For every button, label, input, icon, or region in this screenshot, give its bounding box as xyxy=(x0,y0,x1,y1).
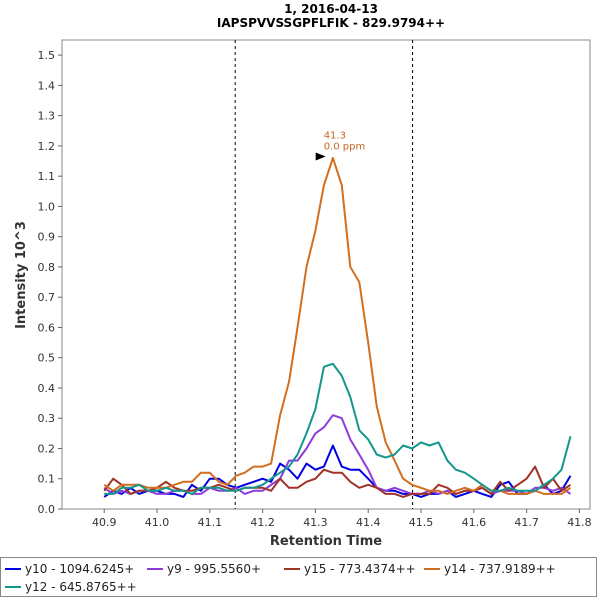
x-tick-label: 40.9 xyxy=(92,516,117,529)
legend-item: y15 - 773.4374++ xyxy=(284,562,416,576)
x-tick-label: 41.2 xyxy=(250,516,275,529)
y-tick-label: 0.5 xyxy=(38,352,56,365)
legend-item: y12 - 645.8765++ xyxy=(5,580,137,594)
y-tick-label: 0.2 xyxy=(38,442,56,455)
legend-label: y14 - 737.9189++ xyxy=(444,562,556,576)
y-tick-label: 0.8 xyxy=(38,261,56,274)
x-tick-label: 41.5 xyxy=(409,516,434,529)
legend-swatch xyxy=(147,568,163,570)
x-tick-label: 41.1 xyxy=(198,516,223,529)
y-tick-label: 0.6 xyxy=(38,321,56,334)
y-tick-label: 0.1 xyxy=(38,473,56,486)
plot-area xyxy=(61,39,591,510)
x-tick-label: 41.6 xyxy=(462,516,487,529)
y-tick-label: 1.2 xyxy=(38,140,56,153)
x-tick-label: 41.4 xyxy=(356,516,381,529)
y-tick-label: 0.3 xyxy=(38,412,56,425)
y-tick-label: 1.5 xyxy=(38,49,56,62)
y-tick-label: 1.3 xyxy=(38,110,56,123)
y-tick-label: 0.4 xyxy=(38,382,56,395)
y-axis-label: Intensity 10^3 xyxy=(14,221,29,329)
legend-item: y10 - 1094.6245+ xyxy=(5,562,134,576)
legend-label: y15 - 773.4374++ xyxy=(304,562,416,576)
legend-item: y9 - 995.5560+ xyxy=(147,562,261,576)
peak-marker-icon xyxy=(315,152,326,161)
legend-item: y14 - 737.9189++ xyxy=(424,562,556,576)
series-line xyxy=(103,444,572,498)
x-tick-label: 41.0 xyxy=(145,516,170,529)
chart-title: 1, 2016-04-13 xyxy=(284,2,378,16)
y-tick-label: 0.7 xyxy=(38,291,56,304)
x-tick-label: 41.8 xyxy=(567,516,592,529)
legend-label: y12 - 645.8765++ xyxy=(25,580,137,594)
chart-subtitle: IAPSPVVSSGPFLFIK - 829.9794++ xyxy=(217,16,445,30)
legend-label: y10 - 1094.6245+ xyxy=(25,562,135,576)
x-tick-label: 41.3 xyxy=(303,516,328,529)
x-tick-label: 41.7 xyxy=(514,516,539,529)
y-tick-label: 0.0 xyxy=(38,503,56,516)
legend-swatch xyxy=(424,568,440,570)
y-tick-label: 1.4 xyxy=(38,79,56,92)
peak-rt-label: 41.3 xyxy=(324,130,346,141)
y-tick-label: 1.0 xyxy=(38,200,56,213)
legend-swatch xyxy=(5,586,21,588)
x-axis-label: Retention Time xyxy=(270,534,382,549)
chart-legend: y10 - 1094.6245+ y9 - 995.5560+ y15 - 773.… xyxy=(0,557,597,597)
y-tick-label: 1.1 xyxy=(38,170,56,183)
y-tick-label: 0.9 xyxy=(38,231,56,244)
legend-swatch xyxy=(5,568,21,570)
legend-label: y9 - 995.5560+ xyxy=(167,562,262,576)
peak-ppm-label: 0.0 ppm xyxy=(324,141,366,152)
series-line xyxy=(104,362,572,495)
legend-swatch xyxy=(284,568,300,570)
